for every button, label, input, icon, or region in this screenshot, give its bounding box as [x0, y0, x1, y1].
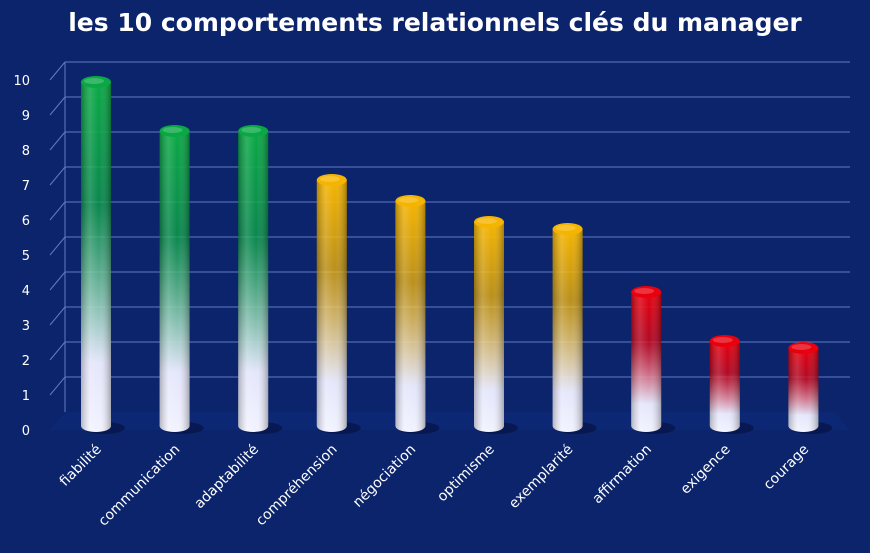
bar-top-highlight: [634, 288, 655, 294]
bar-shading: [316, 180, 347, 432]
bar-shading: [709, 341, 740, 432]
bar-4: [395, 195, 440, 434]
bar-top: [474, 216, 504, 228]
x-category-label: communication: [96, 442, 184, 530]
bar-3: [316, 174, 361, 434]
bar-shading: [159, 131, 190, 432]
y-axis-ticks: 0 1 2 3 4 5 6 7 8 9 10: [13, 74, 30, 439]
y-tick-label: 1: [22, 389, 30, 404]
bar-top-highlight: [712, 337, 733, 343]
x-category-label: négociation: [350, 442, 419, 511]
bar-top-highlight: [241, 127, 262, 133]
bar-9: [788, 342, 833, 434]
y-tick-label: 6: [22, 214, 30, 229]
gridline-depth: [49, 376, 66, 396]
gridline-depth: [49, 236, 66, 256]
x-category-label: exemplarité: [506, 442, 576, 512]
y-tick-label: 4: [22, 284, 30, 299]
x-category-label: compréhension: [253, 442, 341, 530]
bars: [81, 76, 833, 434]
bar-shading: [238, 131, 269, 432]
y-tick-label: 2: [22, 354, 30, 369]
gridlines: [49, 61, 850, 396]
bar-8: [709, 335, 754, 434]
x-category-label: adaptabilité: [192, 442, 262, 512]
gridline-depth: [49, 96, 66, 116]
bar-top-highlight: [319, 176, 340, 182]
y-tick-label: 7: [22, 179, 30, 194]
bar-top: [238, 125, 269, 137]
gridline-depth: [49, 131, 66, 151]
bar-shading: [395, 201, 426, 432]
bar-top-highlight: [555, 225, 576, 231]
x-category-label: affirmation: [589, 442, 655, 508]
bar-shading: [631, 292, 662, 432]
bar-top-highlight: [398, 197, 419, 203]
x-category-label: fiabilité: [57, 442, 105, 490]
gridline-depth: [49, 271, 66, 291]
bar-shading: [474, 222, 504, 432]
x-category-label: courage: [761, 442, 813, 494]
bar-top: [788, 342, 819, 354]
x-category-label: optimisme: [434, 442, 498, 506]
bar-shading: [81, 82, 111, 432]
bar-0: [81, 76, 125, 434]
bar-top: [316, 174, 347, 186]
bar-top-highlight: [84, 78, 104, 84]
y-tick-label: 8: [22, 144, 30, 159]
bar-top: [395, 195, 426, 207]
bar-shading: [552, 229, 583, 432]
bar-top: [159, 125, 190, 137]
bar-top-highlight: [791, 344, 812, 350]
gridline-depth: [49, 61, 66, 81]
bar-6: [552, 223, 597, 434]
bar-5: [474, 216, 518, 434]
y-tick-label: 9: [22, 109, 30, 124]
y-tick-label: 5: [22, 249, 30, 264]
bar-top: [81, 76, 111, 88]
bar-top: [709, 335, 740, 347]
bar-top-highlight: [477, 218, 497, 224]
x-category-label: exigence: [678, 442, 734, 498]
y-tick-label: 3: [22, 319, 30, 334]
bar-top-highlight: [162, 127, 183, 133]
gridline-depth: [49, 201, 66, 221]
bar-1: [159, 125, 204, 434]
y-tick-label: 0: [22, 424, 30, 439]
y-tick-label: 10: [13, 74, 30, 89]
gridline-depth: [49, 166, 66, 186]
bar-top: [552, 223, 583, 235]
chart-title: les 10 comportements relationnels clés d…: [68, 8, 802, 37]
gridline-depth: [49, 341, 66, 361]
bar-2: [238, 125, 283, 434]
bar-top: [631, 286, 662, 298]
gridline-depth: [49, 306, 66, 326]
bar-shading: [788, 348, 819, 432]
bar-7: [631, 286, 676, 434]
